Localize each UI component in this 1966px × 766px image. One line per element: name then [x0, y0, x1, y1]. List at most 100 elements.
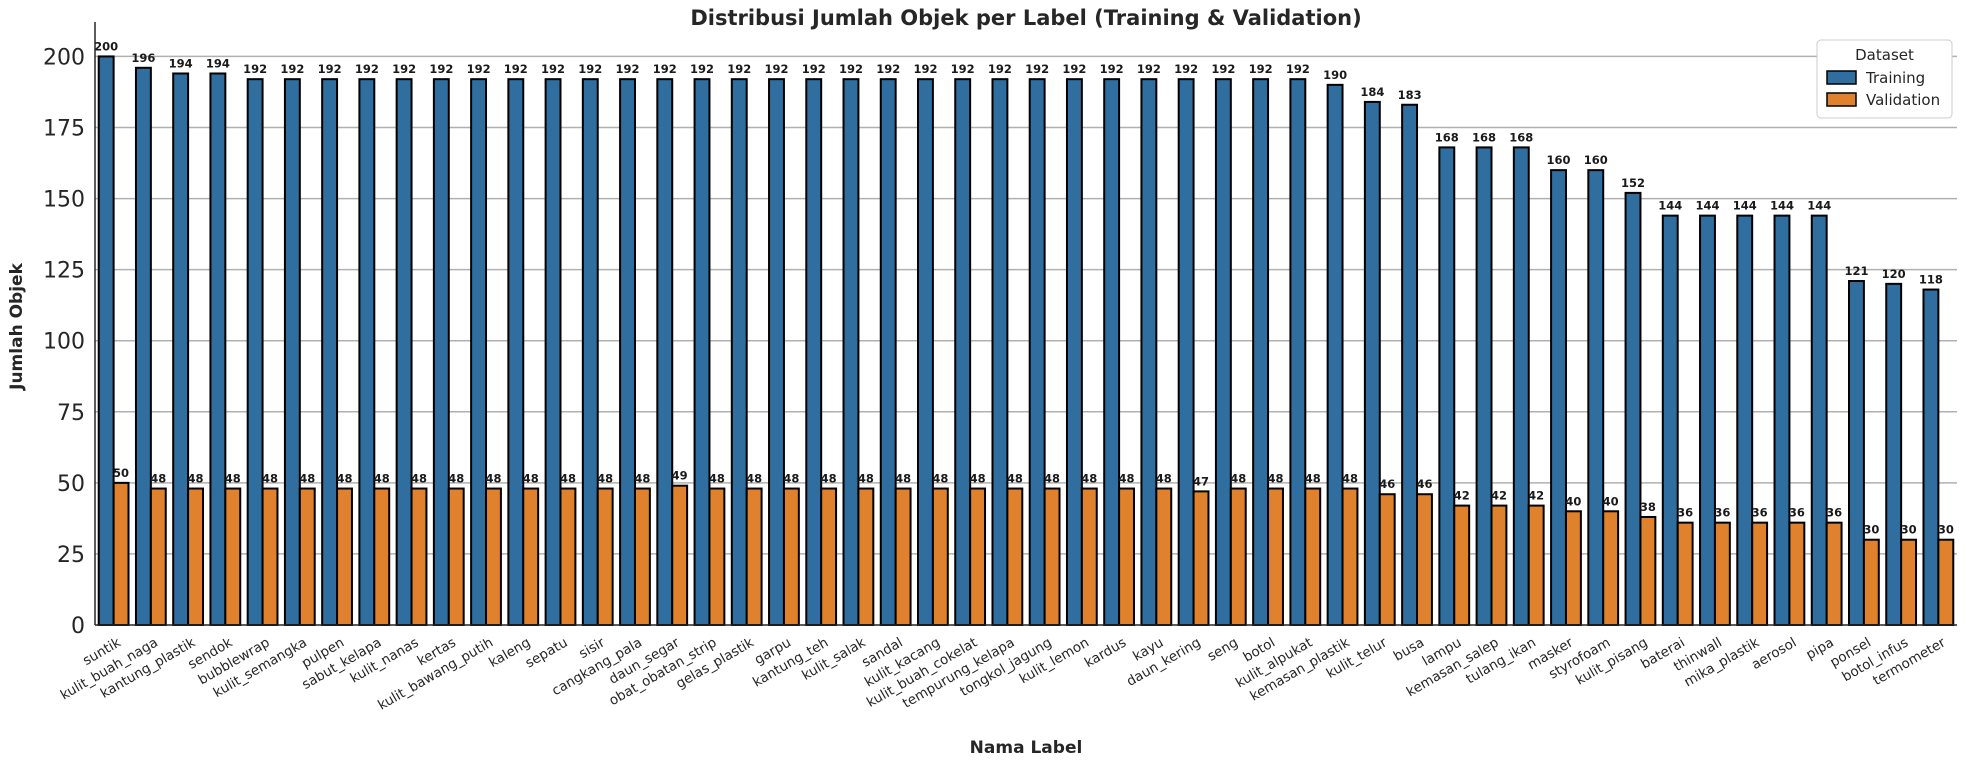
bar-training	[246, 78, 264, 626]
bar-validation	[1341, 487, 1359, 626]
bar-value-label: 36	[1826, 506, 1842, 520]
x-tick-label: seng	[1205, 635, 1241, 665]
bar-value-label: 42	[1454, 489, 1470, 503]
bar-value-label: 48	[1342, 472, 1358, 486]
bar-training	[768, 78, 785, 626]
bar-value-label: 48	[337, 472, 353, 486]
bar-value-label: 192	[727, 62, 751, 76]
bar-value-label: 192	[429, 62, 453, 76]
bar-value-label: 48	[485, 472, 501, 486]
bar-validation	[112, 481, 130, 626]
bar-value-label: 168	[1509, 130, 1533, 144]
bar-value-label: 48	[1081, 472, 1097, 486]
bar-validation	[1490, 504, 1508, 627]
bar-value-label: 168	[1472, 130, 1496, 144]
y-tick-label: 150	[43, 188, 85, 213]
bar-validation	[1788, 521, 1806, 627]
bar-training	[1214, 78, 1232, 626]
bar-value-label: 30	[1938, 523, 1954, 537]
bar-training	[805, 78, 823, 626]
bar-value-label: 48	[1044, 472, 1060, 486]
y-tick-label: 175	[43, 117, 85, 142]
bar-validation	[1713, 521, 1731, 627]
bar-training	[1475, 146, 1493, 626]
bar-value-label: 38	[1640, 500, 1656, 514]
bar-value-label: 48	[262, 472, 278, 486]
axes	[94, 22, 1957, 626]
x-tick-label: sepatu	[523, 635, 571, 672]
bar-value-label: 152	[1621, 176, 1645, 190]
bar-validation	[671, 484, 689, 627]
bar-training	[917, 78, 934, 626]
bar-value-label: 192	[1286, 62, 1310, 76]
bar-value-label: 48	[188, 472, 204, 486]
bar-value-label: 46	[1379, 477, 1395, 491]
bar-training	[1103, 78, 1121, 626]
bar-training	[1140, 78, 1158, 626]
bar-validation	[149, 487, 167, 626]
bars	[97, 55, 1955, 627]
bar-validation	[447, 487, 465, 626]
bar-training	[619, 78, 636, 626]
bar-training	[581, 78, 599, 626]
bar-training	[1065, 78, 1083, 626]
bar-training	[172, 72, 190, 626]
bar-training	[544, 78, 562, 626]
bar-value-label: 48	[932, 472, 948, 486]
bar-value-label: 192	[1100, 62, 1124, 76]
bar-validation	[485, 487, 502, 626]
x-axis-label: Nama Label	[970, 738, 1083, 758]
bar-training	[1736, 214, 1754, 626]
bar-training	[1326, 83, 1344, 627]
bar-value-label: 36	[1752, 506, 1768, 520]
bar-value-label: 192	[690, 62, 714, 76]
bar-value-label: 48	[299, 472, 315, 486]
bar-value-label: 194	[169, 56, 193, 70]
bar-validation	[1043, 487, 1061, 626]
bar-validation	[1639, 515, 1657, 627]
bar-value-label: 192	[653, 62, 677, 76]
bar-validation	[894, 487, 912, 626]
bar-training	[879, 78, 897, 626]
bar-value-label: 190	[1323, 68, 1347, 82]
bar-training	[954, 78, 972, 626]
bar-training	[1885, 282, 1903, 626]
bar-training	[395, 78, 413, 626]
bar-validation	[708, 487, 726, 626]
bar-value-label: 48	[895, 472, 911, 486]
bar-value-label: 40	[1565, 494, 1581, 508]
bar-validation	[1862, 538, 1880, 627]
bar-value-label: 121	[1844, 264, 1868, 278]
bar-validation	[1527, 504, 1545, 627]
legend-label-training: Training	[1865, 69, 1925, 87]
bar-validation	[261, 487, 279, 626]
bar-value-label: 192	[467, 62, 491, 76]
bar-value-label: 30	[1863, 523, 1879, 537]
bar-validation	[1192, 490, 1210, 626]
bar-validation	[1304, 487, 1322, 626]
bar-value-label: 160	[1584, 153, 1608, 167]
bar-validation	[1416, 493, 1433, 626]
bar-validation	[298, 487, 316, 626]
bar-validation	[224, 487, 242, 626]
bar-validation	[1602, 510, 1620, 626]
bar-validation	[187, 487, 204, 626]
bar-value-label: 48	[821, 472, 837, 486]
bar-training	[470, 78, 488, 626]
bar-training	[507, 78, 525, 626]
bar-training	[656, 78, 674, 626]
bar-validation	[931, 487, 949, 626]
y-axis-label: Jumlah Objek	[7, 262, 27, 390]
bar-value-label: 48	[374, 472, 390, 486]
legend-title: Dataset	[1855, 46, 1914, 64]
bar-value-label: 120	[1882, 267, 1906, 281]
bar-validation	[1378, 493, 1396, 626]
bar-value-label: 192	[1249, 62, 1273, 76]
bar-value-label: 192	[541, 62, 565, 76]
bar-validation	[522, 487, 540, 626]
bar-training	[1550, 169, 1567, 626]
bar-value-label: 192	[913, 62, 937, 76]
bar-value-label: 118	[1919, 273, 1943, 287]
